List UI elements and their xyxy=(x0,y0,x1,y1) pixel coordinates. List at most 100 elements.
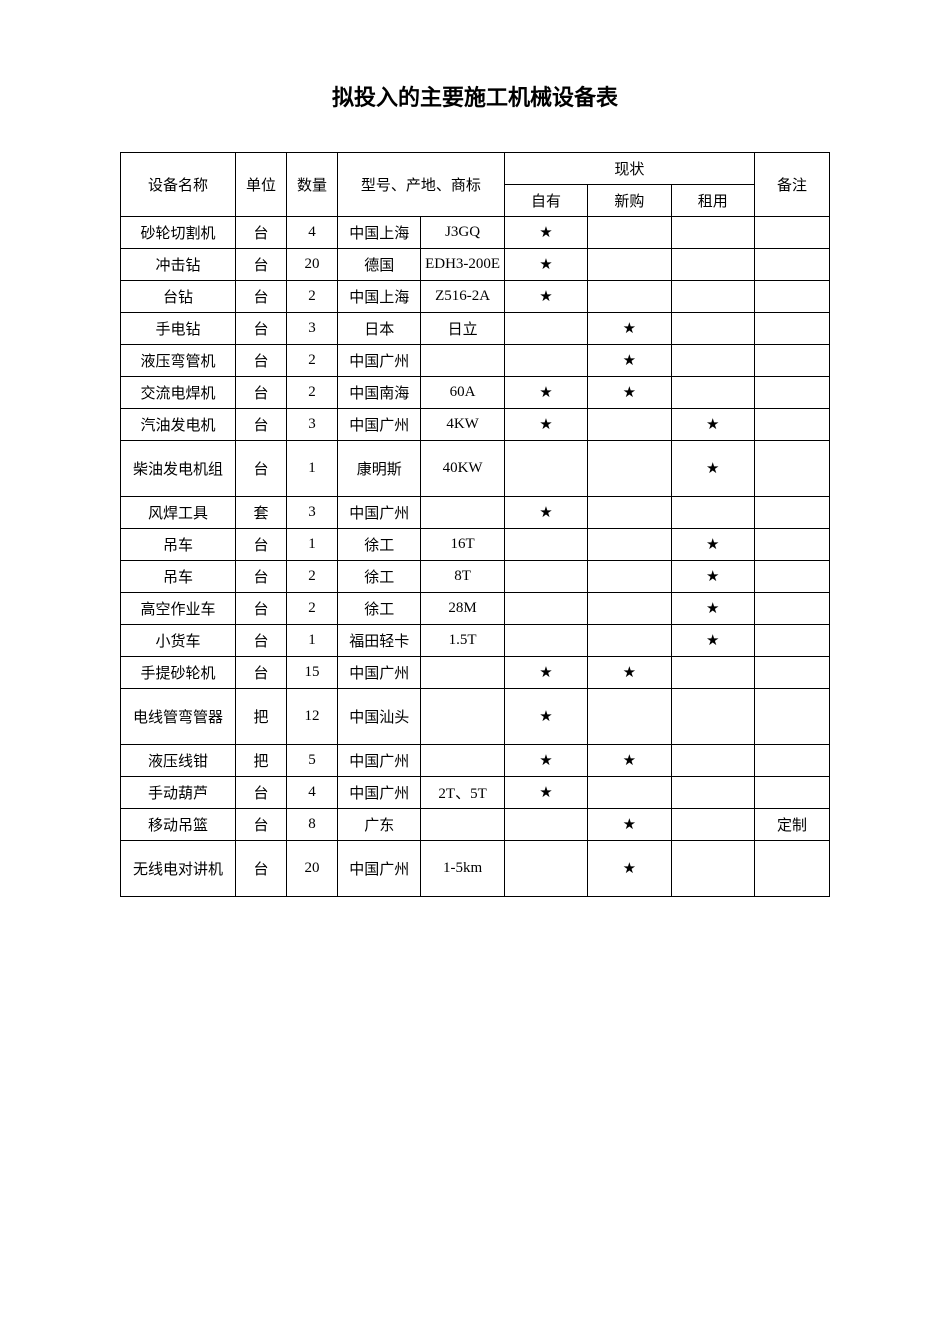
cell-rent xyxy=(671,809,754,841)
table-row: 手提砂轮机台15中国广州★★ xyxy=(121,657,830,689)
equipment-table: 设备名称 单位 数量 型号、产地、商标 现状 备注 自有 新购 租用 砂轮切割机… xyxy=(120,152,830,897)
cell-unit: 台 xyxy=(236,281,287,313)
cell-unit: 台 xyxy=(236,345,287,377)
cell-rent xyxy=(671,281,754,313)
cell-unit: 把 xyxy=(236,745,287,777)
cell-remark xyxy=(755,377,830,409)
cell-rent: ★ xyxy=(671,409,754,441)
cell-remark xyxy=(755,689,830,745)
header-unit: 单位 xyxy=(236,153,287,217)
cell-name: 砂轮切割机 xyxy=(121,217,236,249)
table-row: 电线管弯管器把12中国汕头★ xyxy=(121,689,830,745)
cell-model xyxy=(421,345,504,377)
cell-new: ★ xyxy=(588,377,671,409)
cell-qty: 20 xyxy=(287,841,338,897)
cell-model: 1-5km xyxy=(421,841,504,897)
cell-new xyxy=(588,409,671,441)
cell-remark xyxy=(755,529,830,561)
cell-own xyxy=(504,313,587,345)
cell-model xyxy=(421,689,504,745)
cell-rent xyxy=(671,745,754,777)
cell-new xyxy=(588,529,671,561)
cell-name: 小货车 xyxy=(121,625,236,657)
cell-origin: 徐工 xyxy=(338,529,421,561)
cell-new: ★ xyxy=(588,345,671,377)
cell-qty: 20 xyxy=(287,249,338,281)
table-row: 风焊工具套3中国广州★ xyxy=(121,497,830,529)
cell-own: ★ xyxy=(504,217,587,249)
cell-remark xyxy=(755,281,830,313)
cell-remark xyxy=(755,625,830,657)
cell-new: ★ xyxy=(588,313,671,345)
header-qty: 数量 xyxy=(287,153,338,217)
cell-unit: 台 xyxy=(236,657,287,689)
cell-model xyxy=(421,745,504,777)
cell-origin: 中国上海 xyxy=(338,281,421,313)
cell-rent: ★ xyxy=(671,593,754,625)
cell-qty: 3 xyxy=(287,497,338,529)
cell-unit: 台 xyxy=(236,625,287,657)
cell-rent xyxy=(671,217,754,249)
cell-model: 4KW xyxy=(421,409,504,441)
cell-remark xyxy=(755,561,830,593)
cell-unit: 台 xyxy=(236,249,287,281)
table-row: 砂轮切割机台4中国上海J3GQ★ xyxy=(121,217,830,249)
cell-rent xyxy=(671,657,754,689)
cell-new: ★ xyxy=(588,809,671,841)
cell-own xyxy=(504,441,587,497)
cell-own: ★ xyxy=(504,377,587,409)
cell-new: ★ xyxy=(588,657,671,689)
cell-origin: 徐工 xyxy=(338,593,421,625)
cell-model: 60A xyxy=(421,377,504,409)
table-row: 无线电对讲机台20中国广州1-5km★ xyxy=(121,841,830,897)
cell-rent xyxy=(671,497,754,529)
cell-remark xyxy=(755,313,830,345)
cell-new xyxy=(588,441,671,497)
cell-rent xyxy=(671,689,754,745)
page-title: 拟投入的主要施工机械设备表 xyxy=(120,80,830,112)
cell-rent: ★ xyxy=(671,625,754,657)
cell-origin: 中国广州 xyxy=(338,497,421,529)
cell-name: 柴油发电机组 xyxy=(121,441,236,497)
cell-origin: 德国 xyxy=(338,249,421,281)
table-row: 液压弯管机台2中国广州★ xyxy=(121,345,830,377)
cell-own: ★ xyxy=(504,745,587,777)
cell-rent xyxy=(671,345,754,377)
table-row: 手电钻台3日本日立★ xyxy=(121,313,830,345)
cell-name: 风焊工具 xyxy=(121,497,236,529)
cell-own: ★ xyxy=(504,657,587,689)
cell-qty: 3 xyxy=(287,313,338,345)
cell-rent: ★ xyxy=(671,561,754,593)
cell-name: 无线电对讲机 xyxy=(121,841,236,897)
cell-origin: 康明斯 xyxy=(338,441,421,497)
cell-own: ★ xyxy=(504,409,587,441)
cell-origin: 中国汕头 xyxy=(338,689,421,745)
cell-unit: 台 xyxy=(236,777,287,809)
cell-model: 1.5T xyxy=(421,625,504,657)
cell-origin: 中国上海 xyxy=(338,217,421,249)
cell-name: 电线管弯管器 xyxy=(121,689,236,745)
cell-own: ★ xyxy=(504,689,587,745)
cell-name: 移动吊篮 xyxy=(121,809,236,841)
cell-model: Z516-2A xyxy=(421,281,504,313)
cell-name: 台钻 xyxy=(121,281,236,313)
cell-new xyxy=(588,561,671,593)
cell-own xyxy=(504,809,587,841)
cell-model: 40KW xyxy=(421,441,504,497)
cell-own: ★ xyxy=(504,497,587,529)
cell-qty: 3 xyxy=(287,409,338,441)
cell-remark xyxy=(755,249,830,281)
cell-unit: 台 xyxy=(236,409,287,441)
cell-unit: 台 xyxy=(236,809,287,841)
cell-model xyxy=(421,657,504,689)
table-row: 汽油发电机台3中国广州4KW★★ xyxy=(121,409,830,441)
cell-unit: 台 xyxy=(236,377,287,409)
cell-origin: 中国广州 xyxy=(338,777,421,809)
cell-rent: ★ xyxy=(671,441,754,497)
cell-qty: 1 xyxy=(287,441,338,497)
cell-name: 高空作业车 xyxy=(121,593,236,625)
cell-own xyxy=(504,625,587,657)
cell-rent xyxy=(671,313,754,345)
cell-new: ★ xyxy=(588,745,671,777)
cell-rent xyxy=(671,249,754,281)
